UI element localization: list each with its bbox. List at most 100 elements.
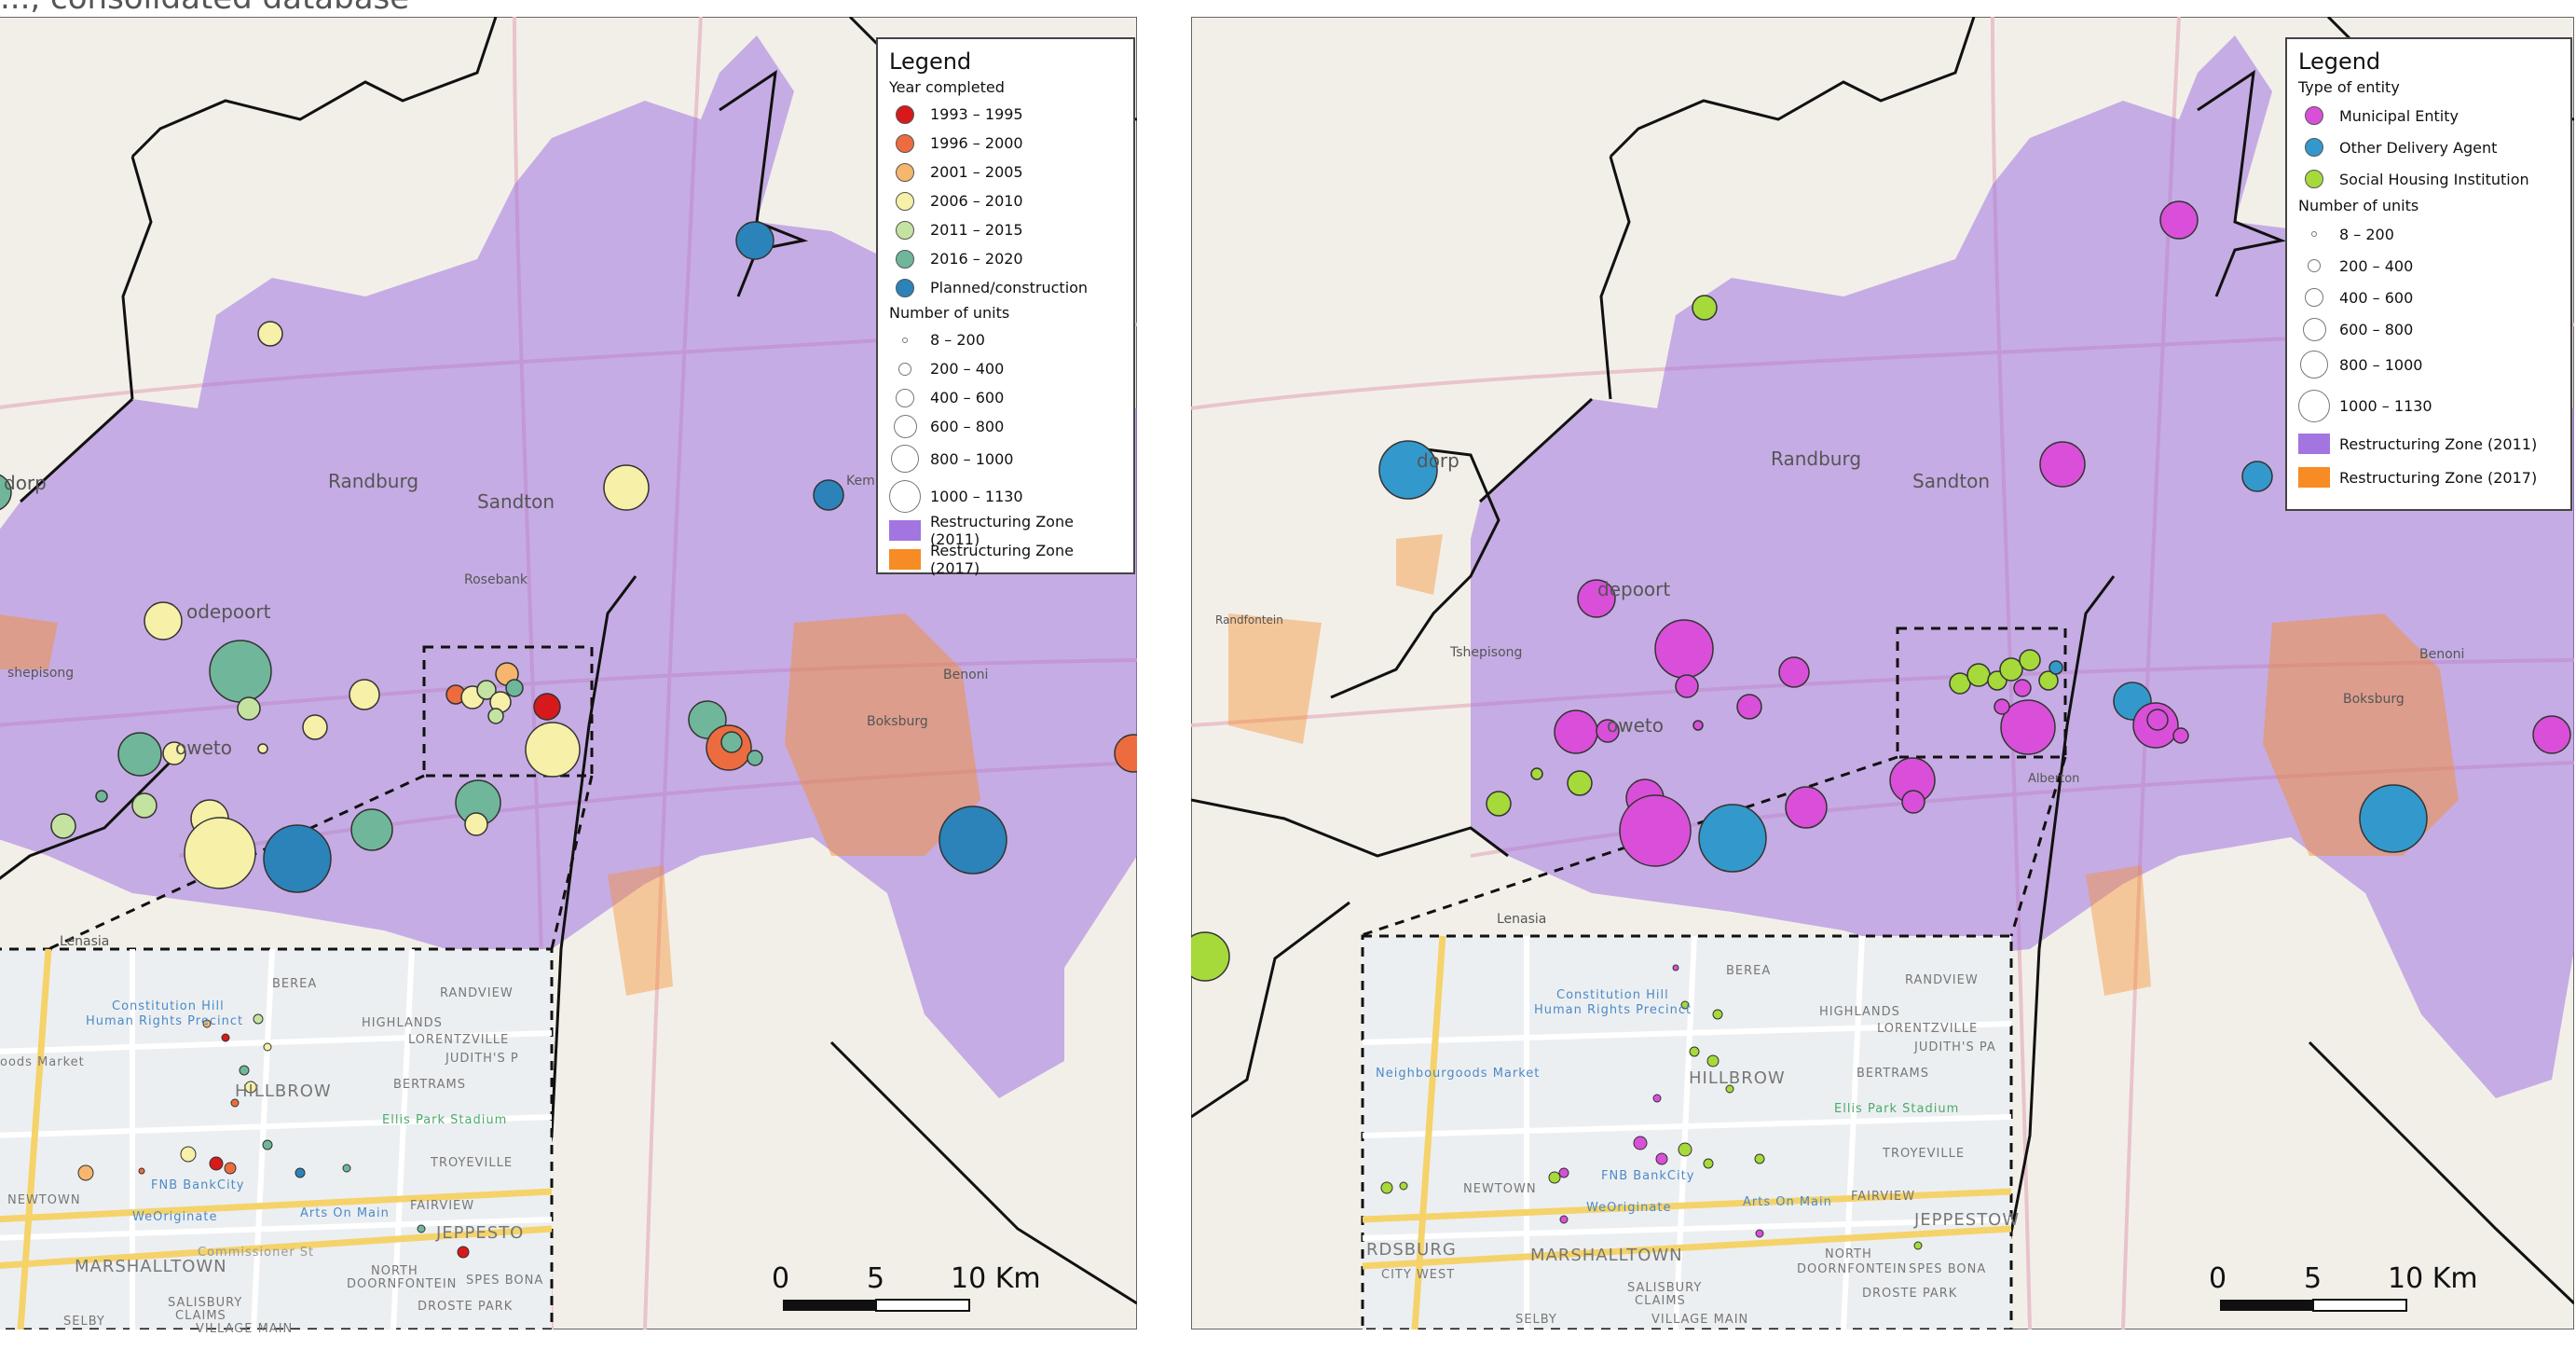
legend-label: 2001 – 2005 — [930, 163, 1023, 181]
inset-label: HIGHLANDS — [362, 1016, 443, 1030]
town-label: Randburg — [328, 470, 419, 492]
project-bubble — [533, 693, 561, 721]
project-bubble — [1778, 656, 1810, 688]
legend-label: 2016 – 2020 — [930, 250, 1023, 268]
inset-label: MARSHALLTOWN — [75, 1257, 227, 1276]
project-bubble — [1736, 694, 1762, 720]
project-bubble — [2048, 660, 2063, 675]
legend-item: 2001 – 2005 — [889, 158, 1120, 186]
inset-label: VILLAGE MAIN — [196, 1322, 294, 1336]
project-bubble — [1675, 674, 1699, 698]
inset-label: HILLBROW — [1689, 1068, 1786, 1088]
color-swatch — [2305, 170, 2323, 188]
town-label: Benoni — [2419, 647, 2465, 662]
project-bubble — [1486, 791, 1512, 817]
project-bubble — [747, 750, 763, 766]
inset-label: Commissioner St — [198, 1246, 315, 1260]
color-swatch — [896, 162, 914, 182]
inset-label: TROYEVILLE — [431, 1156, 514, 1170]
legend-item: 2006 – 2010 — [889, 186, 1120, 215]
legend-label: 400 – 600 — [930, 389, 1005, 406]
project-bubble — [350, 808, 393, 851]
inset-label: WeOriginate — [1586, 1201, 1672, 1215]
scale-label-0: 0 — [2209, 1262, 2227, 1295]
legend-label: 400 – 600 — [2339, 288, 2414, 307]
legend-size-item: 400 – 600 — [889, 383, 1120, 412]
legend-item: Other Delivery Agent — [2298, 131, 2557, 163]
town-label: Sandton — [1912, 470, 1991, 492]
project-bubble — [464, 812, 488, 836]
project-bubble — [735, 221, 774, 260]
legend-size-item: 600 – 800 — [889, 412, 1120, 441]
size-ring — [902, 337, 908, 343]
scale-label-10: 10 Km — [951, 1262, 1041, 1295]
project-bubble — [476, 680, 497, 700]
legend-entity-type: Legend Type of entity Municipal Entity O… — [2285, 37, 2572, 511]
inset-label: SELBY — [63, 1315, 105, 1329]
legend-label: 8 – 200 — [930, 331, 985, 349]
inset-label: CLAIMS — [1635, 1294, 1686, 1308]
inset-label: CLAIMS — [175, 1309, 226, 1323]
inset-label: Human Rights Precinct — [86, 1014, 244, 1028]
legend-label: Social Housing Institution — [2339, 170, 2529, 188]
inset-label: Arts On Main — [300, 1206, 390, 1220]
inset-label: oods Market — [0, 1055, 85, 1069]
scale-label-5: 5 — [2304, 1262, 2323, 1295]
inset-label: LORENTZVILLE — [408, 1033, 510, 1047]
project-bubble — [209, 640, 272, 703]
project-bubble — [2241, 461, 2273, 492]
inset-label: BERTRAMS — [1857, 1067, 1930, 1081]
inset-bubble — [1678, 1142, 1692, 1157]
project-bubble — [603, 464, 650, 511]
legend-item: Planned/construction — [889, 273, 1120, 302]
project-bubble — [302, 714, 328, 740]
size-ring — [2311, 231, 2317, 237]
inset-bubble — [1548, 1171, 1561, 1184]
inset-label: SPES BONA — [466, 1274, 544, 1288]
legend-title: Legend — [889, 48, 972, 75]
inset-bubble — [1672, 964, 1679, 971]
inset-bubble — [202, 1019, 212, 1028]
inset-bubble — [1703, 1158, 1714, 1169]
legend-item: 2016 – 2020 — [889, 244, 1120, 273]
project-bubble — [2013, 679, 2032, 697]
project-bubble — [1378, 440, 1438, 500]
inset-label: FNB BankCity — [1601, 1169, 1695, 1183]
zone-swatch — [889, 519, 921, 541]
legend-size-item: 800 – 1000 — [2298, 345, 2557, 384]
inset-bubble — [1558, 1167, 1569, 1178]
legend-label: 1000 – 1130 — [2339, 396, 2432, 415]
color-swatch — [2305, 106, 2323, 125]
project-bubble — [237, 696, 261, 721]
project-bubble — [2038, 670, 2059, 691]
legend-label: 600 – 800 — [930, 418, 1005, 435]
town-label: depoort — [1597, 578, 1671, 600]
project-bubble — [2172, 727, 2189, 744]
legend-label: 1993 – 1995 — [930, 105, 1023, 123]
inset-label: SALISBURY — [168, 1296, 243, 1310]
legend-item: 1996 – 2000 — [889, 129, 1120, 158]
inset-bubble — [1913, 1241, 1923, 1250]
project-bubble — [505, 679, 524, 697]
inset-bubble — [1652, 1094, 1662, 1103]
project-bubble — [1901, 790, 1925, 814]
project-bubble — [2532, 715, 2571, 754]
inset-bubble — [1633, 1136, 1648, 1150]
legend-label: Restructuring Zone (2017) — [2339, 468, 2538, 487]
town-label: dorp — [1417, 449, 1459, 472]
project-bubble — [349, 679, 380, 710]
project-bubble — [1191, 931, 1230, 982]
legend-label: 600 – 800 — [2339, 320, 2414, 338]
inset-label: Ellis Park Stadium — [1834, 1102, 1960, 1116]
scale-label-10: 10 Km — [2388, 1262, 2478, 1295]
legend-label: 200 – 400 — [2339, 256, 2414, 275]
project-bubble — [1596, 719, 1620, 743]
size-ring — [893, 415, 917, 438]
legend-label: Municipal Entity — [2339, 106, 2459, 125]
color-swatch — [896, 220, 914, 240]
inset-bubble — [263, 1042, 272, 1052]
color-swatch — [896, 133, 914, 153]
project-bubble — [720, 731, 743, 753]
size-ring — [2308, 259, 2321, 272]
project-bubble — [263, 824, 332, 893]
